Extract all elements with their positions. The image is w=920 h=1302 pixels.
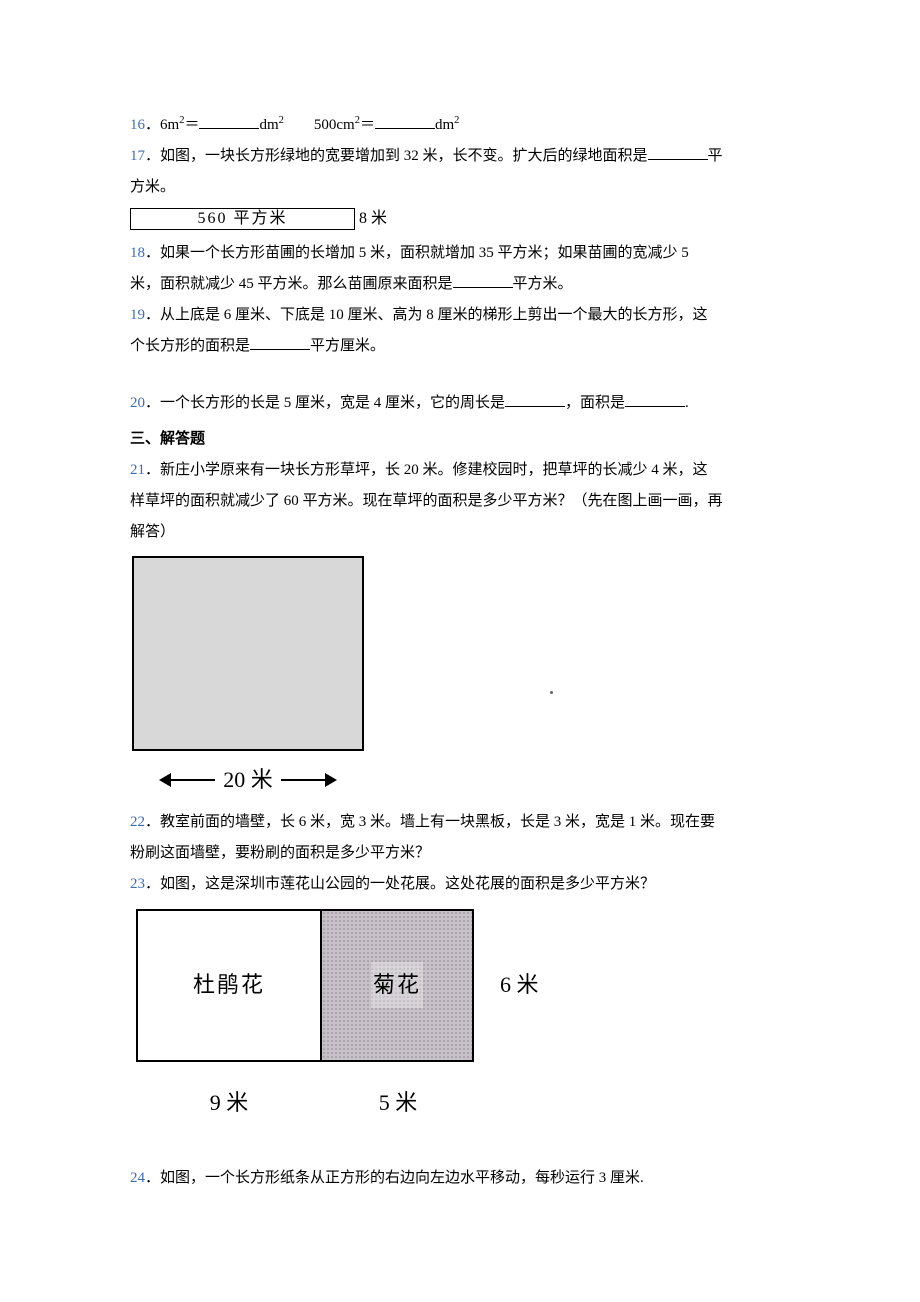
- question-19-line2: 个长方形的面积是平方厘米。: [130, 331, 795, 362]
- question-20: 20．一个长方形的长是 5 厘米，宽是 4 厘米，它的周长是，面积是.: [130, 388, 795, 419]
- figure-23-right-box: 菊花: [322, 909, 474, 1062]
- figure-21-label: 20 米: [132, 757, 364, 803]
- q17-blank[interactable]: [648, 145, 708, 160]
- figure-23-right-width: 5 米: [322, 1080, 474, 1126]
- figure-21: 20 米: [132, 556, 364, 803]
- q18-num: 18: [130, 245, 145, 261]
- q23-num: 23: [130, 876, 145, 892]
- figure-17-rect: 560 平方米: [130, 208, 355, 230]
- figure-17-side-label: 8 米: [359, 202, 387, 235]
- q16-blank-b[interactable]: [375, 114, 435, 129]
- arrow-left-icon: [169, 779, 215, 781]
- question-21-line2: 样草坪的面积就减少了 60 平方米。现在草坪的面积是多少平方米？（先在图上画一画…: [130, 486, 795, 517]
- question-17-line1: 17．如图，一块长方形绿地的宽要增加到 32 米，长不变。扩大后的绿地面积是平: [130, 141, 795, 172]
- q16-blank-a[interactable]: [199, 114, 259, 129]
- question-17-line2: 方米。: [130, 172, 795, 203]
- center-dot-icon: [550, 691, 553, 694]
- q17-num: 17: [130, 148, 145, 164]
- figure-23: 杜鹃花 菊花 6 米 9 米 5 米: [136, 909, 795, 1126]
- arrow-right-icon: [281, 779, 327, 781]
- q19-blank[interactable]: [250, 335, 310, 350]
- figure-17: 560 平方米 8 米: [130, 206, 795, 232]
- question-21-line3: 解答）: [130, 517, 795, 548]
- question-16: 16．6m2＝dm2 500cm2＝dm2: [130, 110, 795, 141]
- section-3-title: 三、解答题: [130, 424, 795, 455]
- q20-num: 20: [130, 395, 145, 411]
- figure-23-right-label: 菊花: [371, 962, 423, 1008]
- figure-23-bottom-labels: 9 米 5 米: [136, 1080, 795, 1126]
- q20-blank-2[interactable]: [625, 392, 685, 407]
- question-23-line1: 23．如图，这是深圳市莲花山公园的一处花展。这处花展的面积是多少平方米？: [130, 869, 795, 900]
- q19-num: 19: [130, 307, 145, 323]
- question-21-line1: 21．新庄小学原来有一块长方形草坪，长 20 米。修建校园时，把草坪的长减少 4…: [130, 455, 795, 486]
- figure-23-left-box: 杜鹃花: [136, 909, 322, 1062]
- figure-23-top: 杜鹃花 菊花 6 米: [136, 909, 795, 1062]
- q22-num: 22: [130, 814, 145, 830]
- figure-21-rect: [132, 556, 364, 751]
- figure-21-label-text: 20 米: [223, 757, 273, 803]
- question-22-line2: 粉刷这面墙壁，要粉刷的面积是多少平方米？: [130, 838, 795, 869]
- question-24-line1: 24．如图，一个长方形纸条从正方形的右边向左边水平移动，每秒运行 3 厘米.: [130, 1163, 795, 1194]
- figure-23-height-label: 6 米: [500, 962, 539, 1008]
- question-18-line1: 18．如果一个长方形苗圃的长增加 5 米，面积就增加 35 平方米；如果苗圃的宽…: [130, 238, 795, 269]
- figure-23-left-width: 9 米: [136, 1080, 322, 1126]
- q20-blank-1[interactable]: [505, 392, 565, 407]
- question-19-line1: 19．从上底是 6 厘米、下底是 10 厘米、高为 8 厘米的梯形上剪出一个最大…: [130, 300, 795, 331]
- question-18-line2: 米，面积就减少 45 平方米。那么苗圃原来面积是平方米。: [130, 269, 795, 300]
- q21-num: 21: [130, 462, 145, 478]
- q24-num: 24: [130, 1170, 145, 1186]
- q18-blank[interactable]: [453, 273, 513, 288]
- q16-num: 16: [130, 117, 145, 133]
- question-22-line1: 22．教室前面的墙壁，长 6 米，宽 3 米。墙上有一块黑板，长是 3 米，宽是…: [130, 807, 795, 838]
